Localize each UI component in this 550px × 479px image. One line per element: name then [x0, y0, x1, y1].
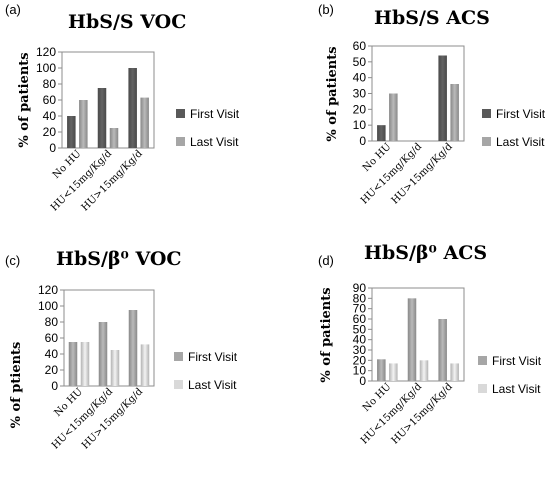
chart-2-bar-last-1 — [110, 350, 120, 386]
chart-3-bar-first-2 — [438, 319, 447, 381]
chart-3-ytick-label: 40 — [353, 333, 367, 347]
chart-3-title: HbS/β⁰ ACS — [364, 242, 487, 264]
chart-2-ytick-label: 100 — [38, 299, 58, 313]
chart-0-ytick-label: 120 — [36, 45, 56, 59]
chart-2-ytick-label: 20 — [45, 363, 59, 377]
chart-1-legend-swatch — [482, 109, 491, 118]
chart-3-bar-last-0 — [389, 363, 398, 381]
chart-0-ylabel: % of patients — [17, 52, 32, 147]
chart-0-ytick-label: 20 — [43, 125, 57, 139]
chart-1-bar-last-0 — [389, 93, 398, 141]
chart-2-plot-frame — [63, 289, 155, 387]
chart-a: (a) HbS/S VOC % of patients 0 20 40 60 80 100 120… — [5, 2, 240, 214]
chart-0-bar-last-0 — [79, 100, 88, 148]
chart-2-ytick-label: 0 — [51, 379, 58, 393]
chart-2-panel-label: (c) — [5, 253, 20, 268]
chart-c: (c) HbS/β⁰ VOC % of ptients 0 20 40 60 80 100 120… — [5, 248, 238, 452]
chart-2-legend-swatch — [174, 352, 183, 361]
chart-3-ytick-label: 60 — [353, 312, 367, 326]
chart-1-ylabel: % of patients — [325, 46, 340, 141]
chart-2-bar-first-0 — [68, 342, 78, 386]
chart-0-ytick-label: 40 — [43, 109, 57, 123]
chart-1-legend-swatch — [482, 137, 491, 146]
chart-3-legend-label: Last Visit — [492, 382, 541, 396]
chart-2-bar-first-2 — [128, 310, 138, 386]
chart-3-panel-label: (d) — [318, 253, 334, 268]
chart-1-ytick-label: 50 — [353, 55, 367, 69]
chart-3-ytick-label: 50 — [353, 322, 367, 336]
chart-1-plot-frame — [371, 45, 465, 142]
chart-0-bar-last-1 — [109, 128, 119, 148]
chart-3-ytick-label: 70 — [353, 302, 367, 316]
chart-0-ytick-label: 100 — [36, 61, 56, 75]
chart-0-legend-label: Last Visit — [190, 135, 239, 149]
chart-1-ytick-label: 10 — [353, 118, 367, 132]
chart-panel-c: (c) HbS/β⁰ VOC % of ptients 0 20 40 60 80 100 120… — [0, 245, 270, 479]
chart-0-panel-label: (a) — [5, 2, 21, 17]
chart-2-ytick-label: 120 — [38, 283, 58, 297]
chart-0-ytick-label: 60 — [43, 93, 57, 107]
chart-3-ytick-label: 90 — [353, 281, 367, 295]
chart-3-bar-first-0 — [377, 359, 386, 381]
chart-0-legend-swatch — [176, 137, 185, 146]
chart-1-ytick-label: 40 — [353, 71, 367, 85]
chart-2-legend-label: Last Visit — [188, 378, 237, 392]
chart-0-bar-first-2 — [128, 68, 137, 148]
chart-1-ytick-label: 30 — [353, 87, 367, 101]
chart-3-legend-swatch — [478, 384, 487, 393]
chart-1-legend-label: First Visit — [496, 107, 546, 121]
chart-3-bar-last-2 — [450, 363, 459, 381]
chart-3-ytick-label: 30 — [353, 343, 367, 357]
chart-1-ytick-label: 0 — [359, 134, 366, 148]
chart-1-title: HbS/S ACS — [374, 7, 490, 29]
chart-1-ytick-label: 20 — [353, 102, 367, 116]
chart-1-bar-last-2 — [450, 84, 459, 141]
chart-0-bar-first-1 — [97, 88, 107, 148]
chart-0-bar-first-0 — [67, 116, 76, 148]
chart-2-title: HbS/β⁰ VOC — [56, 248, 182, 270]
chart-0-legend-swatch — [176, 109, 185, 118]
chart-2-legend-swatch — [174, 380, 183, 389]
chart-0-plot-frame — [61, 51, 155, 149]
chart-3-ytick-label: 20 — [353, 353, 367, 367]
chart-1-legend-label: Last Visit — [496, 135, 545, 149]
chart-3-bar-first-1 — [407, 298, 417, 381]
chart-2-ytick-label: 40 — [45, 347, 59, 361]
chart-3-ylabel: % of patients — [319, 287, 334, 382]
chart-1-bar-first-2 — [438, 55, 447, 141]
chart-0-title: HbS/S VOC — [68, 11, 186, 33]
chart-1-panel-label: (b) — [318, 2, 334, 17]
chart-2-ytick-label: 60 — [45, 331, 59, 345]
chart-1-ytick-label: 60 — [353, 39, 367, 53]
chart-0-bar-last-2 — [140, 97, 149, 148]
chart-2-bar-last-0 — [80, 342, 90, 386]
chart-2-bar-first-1 — [98, 322, 108, 386]
chart-d: (d) HbS/β⁰ ACS % of patients 01020304050607… — [318, 242, 542, 447]
chart-1-bar-first-0 — [377, 125, 386, 141]
chart-2-bar-last-2 — [140, 344, 150, 386]
chart-3-plot-frame — [371, 287, 465, 382]
chart-0-legend-label: First Visit — [190, 107, 240, 121]
chart-2-ylabel: % of ptients — [9, 342, 24, 429]
chart-3-ytick-label: 0 — [359, 374, 366, 388]
chart-3-bar-last-1 — [419, 360, 429, 381]
chart-0-ytick-label: 0 — [49, 141, 56, 155]
chart-3-legend-swatch — [478, 356, 487, 365]
chart-3-ytick-label: 10 — [353, 364, 367, 378]
chart-b: (b) HbS/S ACS% of patients 0102030405060No… — [318, 2, 546, 207]
chart-2-ytick-label: 80 — [45, 315, 59, 329]
chart-3-ytick-label: 80 — [353, 291, 367, 305]
chart-panel-b: (b) HbS/S ACS% of patients 0 10 20 30 40 50 60 No… — [274, 0, 550, 235]
chart-panel-a: (a) HbS/S VOC % of patients 0 20 40 60 80 100 120… — [0, 0, 270, 235]
chart-0-ytick-label: 80 — [43, 77, 57, 91]
chart-panel-d: (d) HbS/β⁰ ACS % of patients 0 10 20 30 40 50 60 7… — [274, 242, 550, 479]
chart-2-legend-label: First Visit — [188, 350, 238, 364]
chart-3-legend-label: First Visit — [492, 354, 542, 368]
